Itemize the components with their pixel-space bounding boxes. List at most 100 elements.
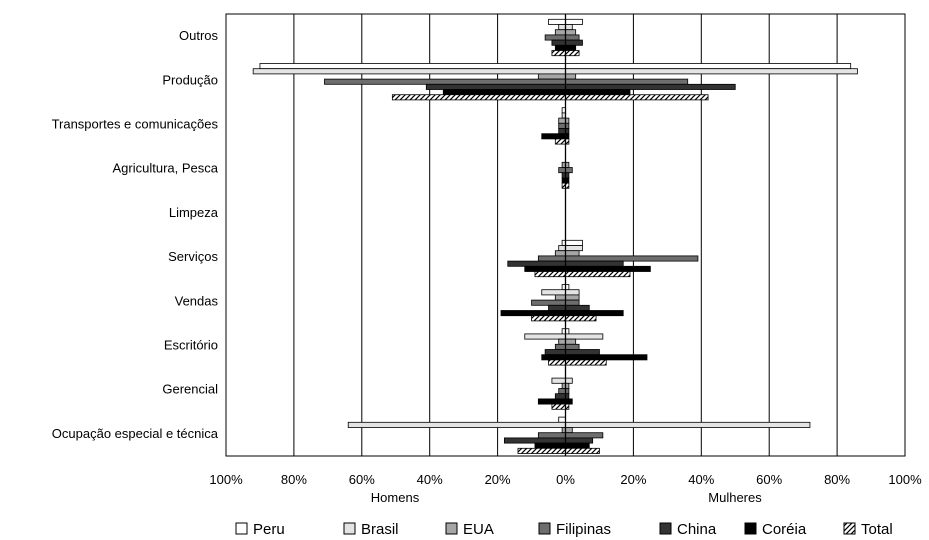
bar-men (324, 78, 566, 85)
bar-men (548, 359, 566, 366)
bar-men (442, 89, 566, 96)
bar-men (551, 377, 566, 384)
bar-men (537, 255, 566, 262)
bar-women (565, 427, 573, 434)
bar-women (565, 354, 648, 361)
bar-men (541, 289, 566, 296)
bar-men (391, 94, 566, 101)
legend-label: Peru (253, 521, 285, 538)
bar-men (554, 250, 566, 257)
x-tick-label: 100% (888, 472, 922, 487)
category-label: Gerencial (162, 382, 218, 397)
legend-label: China (677, 521, 717, 538)
legend-label: Coréia (762, 521, 807, 538)
bar-women (565, 89, 631, 96)
legend-label: EUA (463, 521, 494, 538)
bar-women (565, 265, 651, 272)
bar-women (565, 63, 852, 70)
bar-women (565, 239, 583, 246)
bar-men (500, 310, 566, 317)
bar-men (531, 299, 566, 306)
bar-men (425, 83, 566, 90)
category-label: Ocupação especial e técnica (52, 426, 219, 441)
bar-women (565, 304, 590, 311)
bar-women (565, 377, 573, 384)
bar-women (565, 447, 600, 454)
bar-women (565, 73, 577, 80)
bar-men (252, 68, 566, 75)
legend-label: Brasil (361, 521, 399, 538)
bar-men (551, 50, 566, 57)
bar-women (565, 18, 583, 25)
bar-women (565, 294, 580, 301)
bar-men (548, 304, 566, 311)
bar-men (531, 315, 566, 322)
bar-men (537, 398, 566, 405)
bar-men (537, 432, 566, 439)
x-tick-label: 80% (824, 472, 850, 487)
bar-women (565, 24, 573, 31)
bar-women (565, 333, 604, 340)
bar-women (565, 83, 736, 90)
bar-women (565, 167, 573, 174)
bar-men (524, 333, 566, 340)
bar-men (347, 421, 566, 428)
bar-men (548, 18, 566, 25)
bar-women (565, 68, 858, 75)
bar-women (565, 78, 689, 85)
bar-women (565, 442, 590, 449)
x-tick-label: 40% (688, 472, 714, 487)
legend-swatch (235, 522, 248, 535)
bar-men (558, 167, 566, 174)
bar-women (565, 432, 604, 439)
bar-women (565, 260, 624, 267)
bar-men (551, 403, 566, 410)
x-tick-label: 60% (349, 472, 375, 487)
bar-women (565, 343, 580, 350)
x-tick-label: 20% (485, 472, 511, 487)
category-label: Limpeza (169, 205, 219, 220)
category-label: Transportes e comunicações (52, 117, 219, 132)
bar-men (554, 29, 566, 36)
bar-women (565, 299, 580, 306)
bar-women (565, 421, 811, 428)
bar-men (558, 338, 566, 345)
bar-women (565, 94, 709, 101)
x-tick-label: 100% (209, 472, 243, 487)
bar-women (565, 39, 583, 46)
bar-men (541, 133, 566, 140)
bar-women (565, 255, 699, 262)
bar-women (565, 359, 607, 366)
bar-men (558, 245, 566, 252)
bar-men (551, 39, 566, 46)
bar-men (259, 63, 566, 70)
legend-swatch (538, 522, 551, 535)
bar-women (565, 250, 580, 257)
legend-swatch (343, 522, 356, 535)
x-tick-label: 80% (281, 472, 307, 487)
bar-men (544, 349, 566, 356)
bar-women (565, 398, 573, 405)
bar-women (565, 349, 600, 356)
category-label: Agricultura, Pesca (113, 161, 219, 176)
bar-men (544, 34, 566, 41)
bar-women (565, 245, 583, 252)
x-tick-label: 60% (756, 472, 782, 487)
legend-swatch (659, 522, 672, 535)
bar-women (565, 338, 577, 345)
legend-label: Total (861, 521, 893, 538)
bar-women (565, 34, 580, 41)
bar-men (554, 138, 566, 145)
bar-men (554, 44, 566, 51)
bar-women (565, 271, 631, 278)
x-axis-title-right: Mulheres (708, 490, 762, 505)
bar-men (534, 271, 566, 278)
bar-men (558, 24, 566, 31)
bar-men (517, 447, 566, 454)
bar-men (558, 128, 566, 135)
x-tick-label: 40% (417, 472, 443, 487)
x-axis-title-left: Homens (371, 490, 420, 505)
bar-women (565, 44, 577, 51)
bar-women (565, 315, 597, 322)
